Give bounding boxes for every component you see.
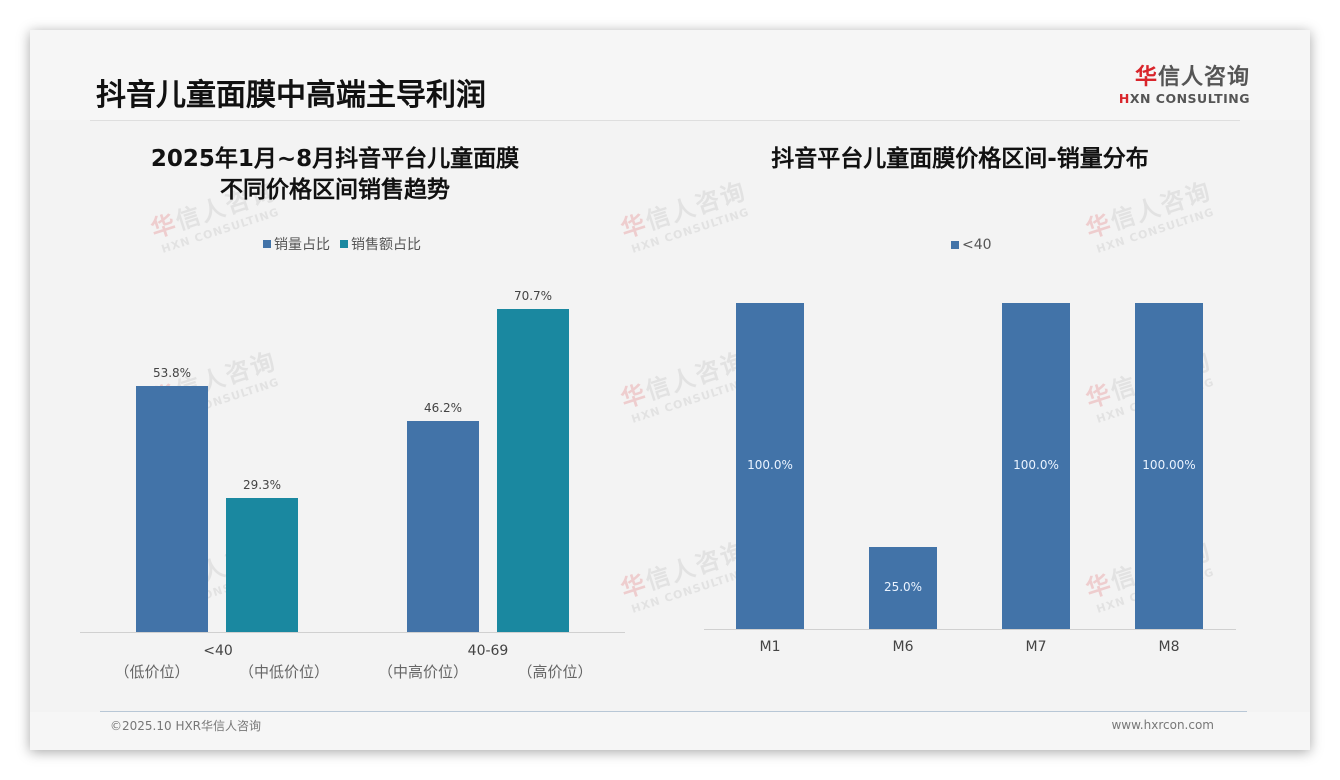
bar-revenue [226, 498, 298, 632]
bar-value-label: 53.8% [152, 366, 192, 380]
logo-en: HXN CONSULTING [1110, 92, 1250, 106]
x-axis-category-label: M6 [892, 639, 914, 655]
right-chart-title: 抖音平台儿童面膜价格区间-销量分布 [771, 146, 1149, 172]
logo-en-accent: H [1118, 91, 1130, 106]
bar-value-label: 25.0% [883, 580, 923, 594]
x-axis-sublabel: （中高价位） [377, 663, 468, 681]
company-logo: 华信人咨询 HXN CONSULTING [1110, 64, 1250, 106]
legend-label: 销售额占比 [351, 237, 421, 253]
bar-value-label: 100.00% [1142, 458, 1196, 472]
x-axis-category-label: 40-69 [467, 643, 509, 659]
legend-item-revenue: 销售额占比 [340, 234, 421, 254]
bar-value-label: 29.3% [242, 478, 282, 492]
bar-value-label: 46.2% [423, 401, 463, 415]
left-chart-legend: 销量占比 销售额占比 [263, 234, 421, 254]
bar-value-label: 100.0% [1013, 458, 1059, 472]
logo-cn-accent: 华 [1134, 65, 1158, 90]
left-chart-title: 2025年1月~8月抖音平台儿童面膜 不同价格区间销售趋势 [110, 144, 560, 206]
right-chart-legend: <40 [951, 237, 992, 253]
bar-revenue [497, 309, 569, 632]
logo-cn-rest: 信人咨询 [1157, 65, 1250, 90]
legend-swatch-icon [951, 241, 959, 249]
bar-value-label: 100.0% [747, 458, 793, 472]
legend-swatch-icon [263, 240, 271, 248]
bar-month [1135, 303, 1203, 629]
x-axis-category-label: M8 [1158, 639, 1180, 655]
legend-label: 销量占比 [274, 237, 330, 253]
footer-band [30, 712, 1310, 750]
x-axis-sublabel: （高价位） [517, 663, 593, 681]
header-band [30, 30, 1310, 120]
page-title: 抖音儿童面膜中高端主导利润 [96, 78, 486, 113]
x-axis-sublabel: （低价位） [114, 663, 190, 681]
legend-item-volume: 销量占比 [263, 234, 330, 254]
right-chart-plot: 100.0% M1 25.0% M6 100.0% M7 100.00% M8 [30, 30, 1310, 750]
legend-item-lt40: <40 [951, 237, 992, 253]
bar-volume [407, 421, 479, 632]
title-divider [90, 120, 1240, 121]
logo-cn: 华信人咨询 [1110, 64, 1250, 92]
bar-month [869, 547, 937, 629]
slide: 抖音儿童面膜中高端主导利润 华信人咨询 HXN CONSULTING 华信人咨询… [30, 30, 1310, 750]
left-chart-title-line1: 2025年1月~8月抖音平台儿童面膜 [150, 146, 520, 172]
x-axis-category-label: <40 [203, 643, 233, 659]
footer-copyright: ©2025.10 HXR华信人咨询 [110, 719, 262, 733]
footer-website: www.hxrcon.com [1111, 718, 1214, 732]
x-axis-sublabel: （中低价位） [238, 663, 329, 681]
x-axis-category-label: M1 [759, 639, 781, 655]
bar-volume [136, 386, 208, 632]
left-chart-x-axis [80, 632, 625, 633]
legend-swatch-icon [340, 240, 348, 248]
footer-divider [100, 711, 1247, 712]
legend-label: <40 [962, 237, 992, 253]
right-chart-x-axis [704, 629, 1236, 630]
bar-value-label: 70.7% [513, 289, 553, 303]
bar-month [1002, 303, 1070, 629]
logo-en-rest: XN CONSULTING [1129, 91, 1250, 106]
left-chart-title-line2: 不同价格区间销售趋势 [220, 177, 450, 203]
bar-month [736, 303, 804, 629]
left-chart-plot: 53.8% 29.3% <40 （低价位） （中低价位） 46.2% 70.7% 40-69 （… [30, 30, 1310, 750]
x-axis-category-label: M7 [1025, 639, 1047, 655]
